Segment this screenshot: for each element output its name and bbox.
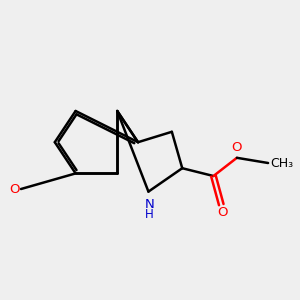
Text: O: O	[217, 206, 228, 219]
Text: N: N	[145, 198, 154, 211]
Text: H: H	[146, 208, 154, 221]
Text: CH₃: CH₃	[271, 157, 294, 169]
Text: O: O	[232, 141, 242, 154]
Text: O: O	[9, 182, 20, 196]
